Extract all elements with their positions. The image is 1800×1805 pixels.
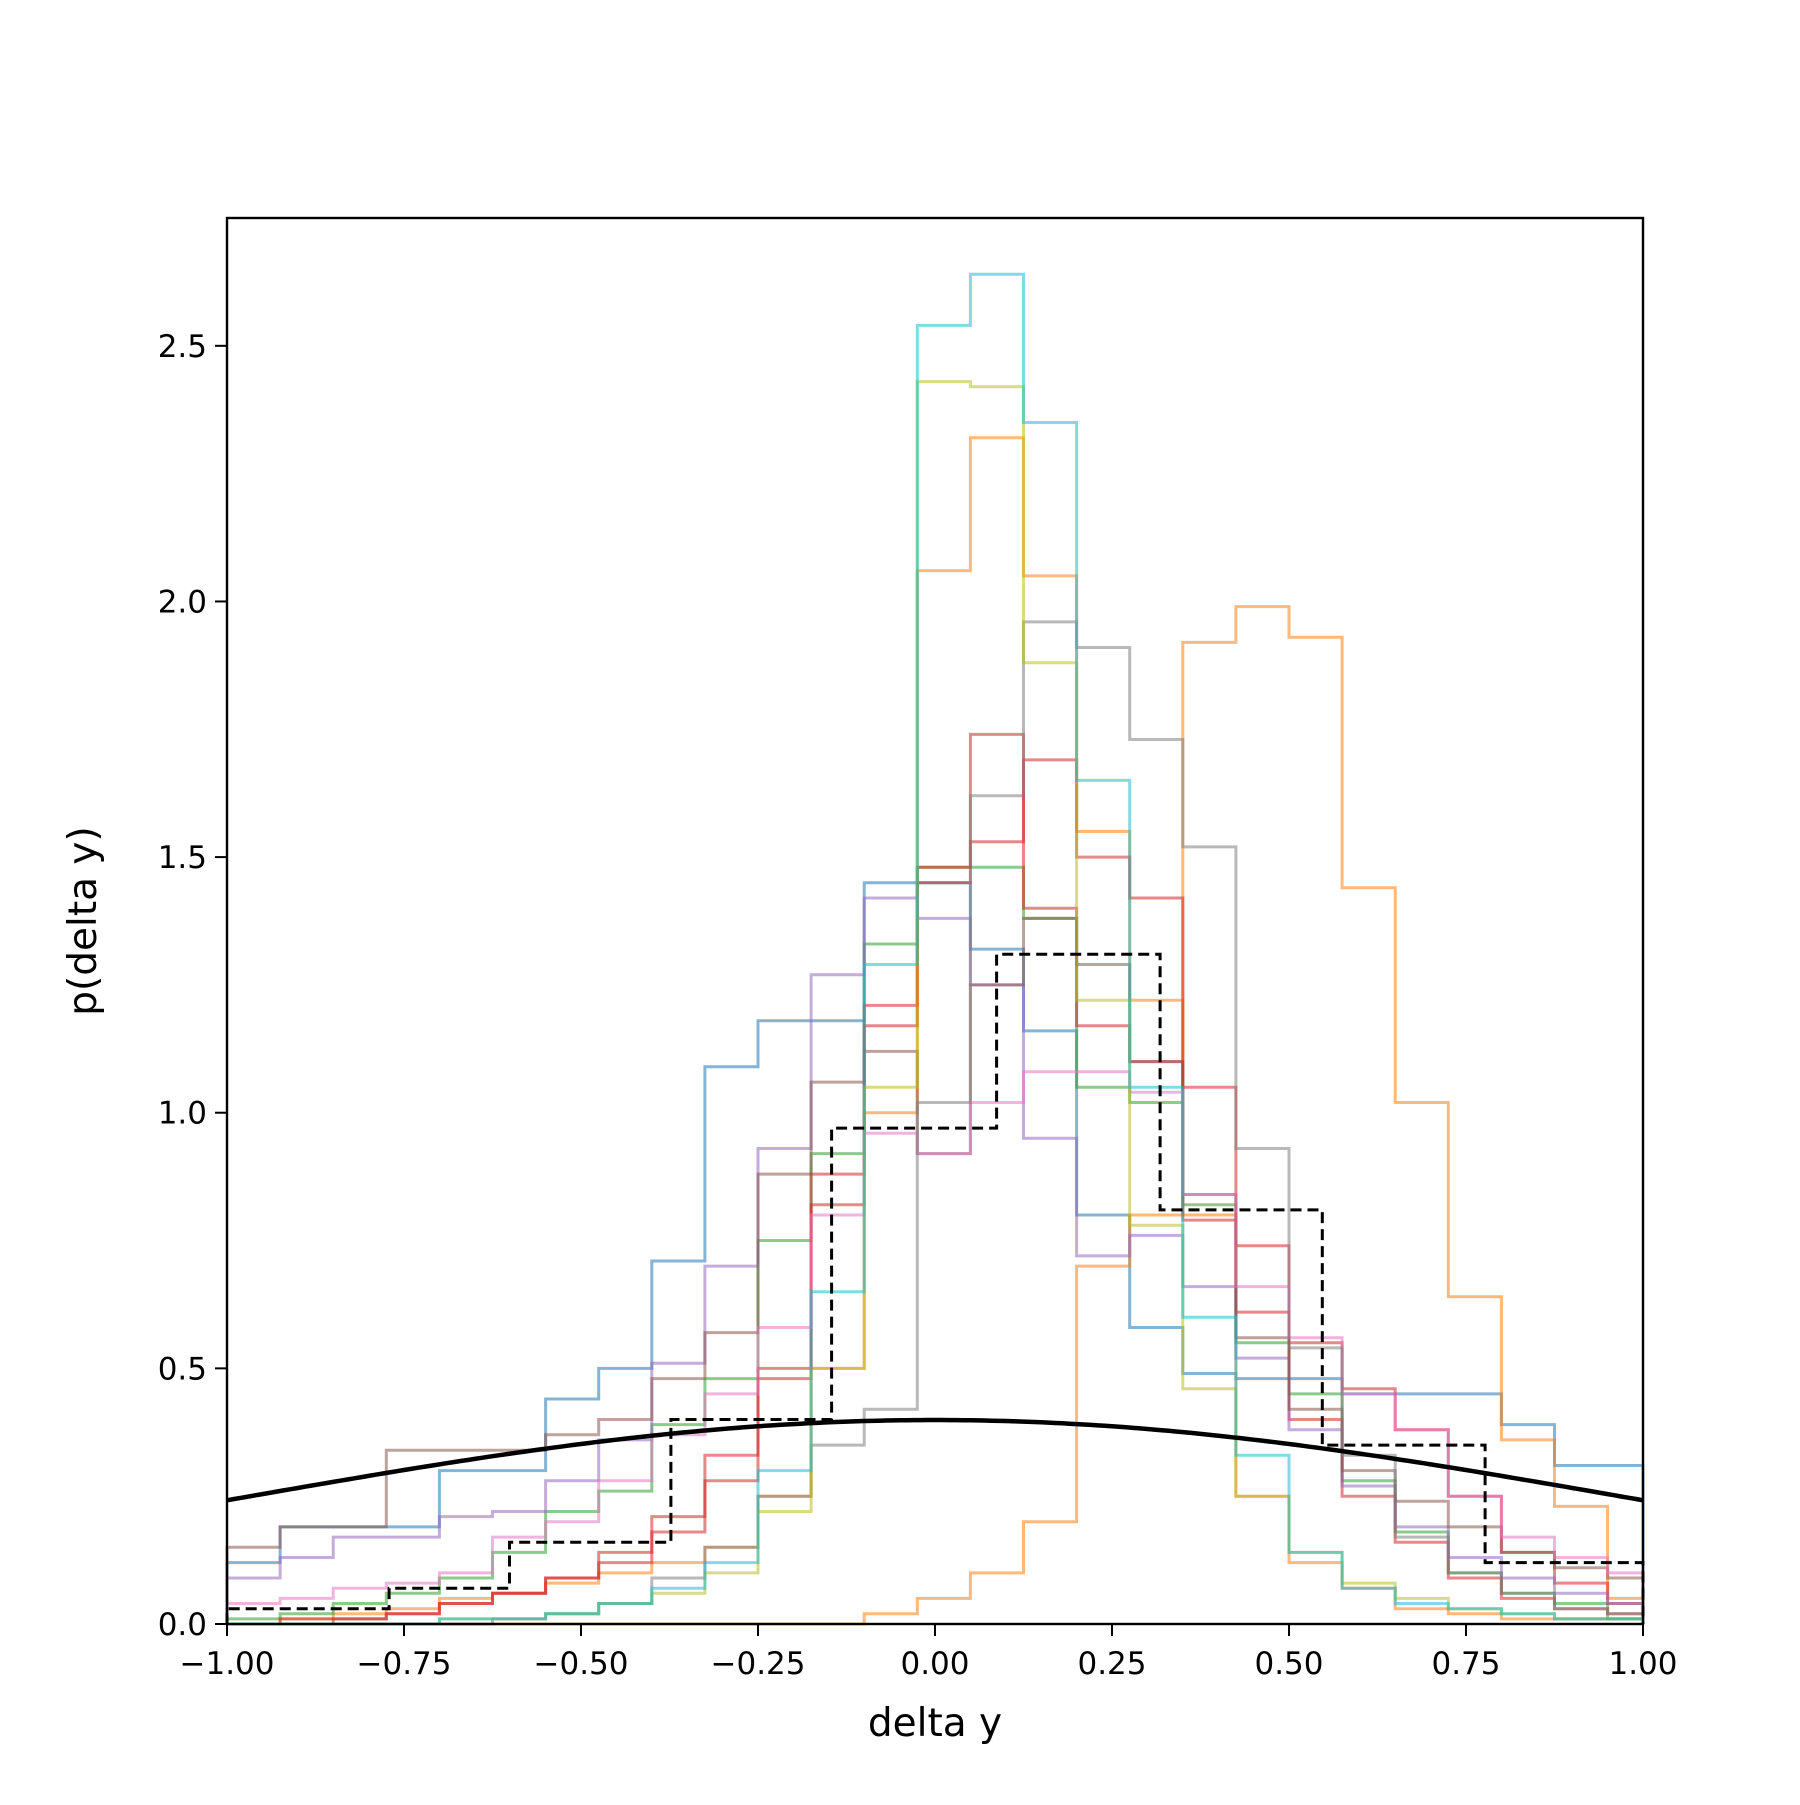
histogram-series-1: [225, 881, 1645, 1624]
x-axis-ticks: −1.00 −0.75 −0.50 −0.25 0.00 0.25 0.50 0.75 1.00: [180, 1624, 1678, 1682]
y-tick-label: 0.5: [158, 1351, 207, 1387]
histogram-series-7: [225, 896, 1645, 1624]
x-tick-label: 1.00: [1608, 1646, 1677, 1682]
y-tick-label: 2.5: [158, 329, 207, 365]
x-tick-label: 0.50: [1254, 1646, 1323, 1682]
plot-frame: [225, 216, 1645, 1626]
x-tick-label: −0.50: [534, 1646, 629, 1682]
x-tick-label: 0.75: [1431, 1646, 1500, 1682]
x-tick-label: 0.00: [900, 1646, 969, 1682]
x-tick-label: −0.25: [711, 1646, 806, 1682]
x-tick-label: −1.00: [180, 1646, 275, 1682]
x-tick-label: −0.75: [357, 1646, 452, 1682]
x-axis-label: delta y: [868, 1701, 1002, 1746]
reference-histogram-dashed: [225, 952, 1645, 1624]
histogram-series-11: [227, 380, 1645, 1626]
y-tick-label: 1.5: [158, 840, 207, 876]
y-axis-label: p(delta y): [61, 826, 106, 1015]
x-tick-label: 0.25: [1077, 1646, 1146, 1682]
histogram-series-12: [227, 272, 1645, 1626]
y-tick-label: 2.0: [158, 584, 207, 620]
y-tick-label: 0.0: [158, 1607, 207, 1643]
y-axis-ticks: 0.0 0.5 1.0 1.5 2.0 2.5: [158, 329, 227, 1643]
reference-normal-curve: [226, 1417, 1644, 1503]
y-tick-label: 1.0: [158, 1096, 207, 1132]
reference-layer: [225, 952, 1645, 1624]
